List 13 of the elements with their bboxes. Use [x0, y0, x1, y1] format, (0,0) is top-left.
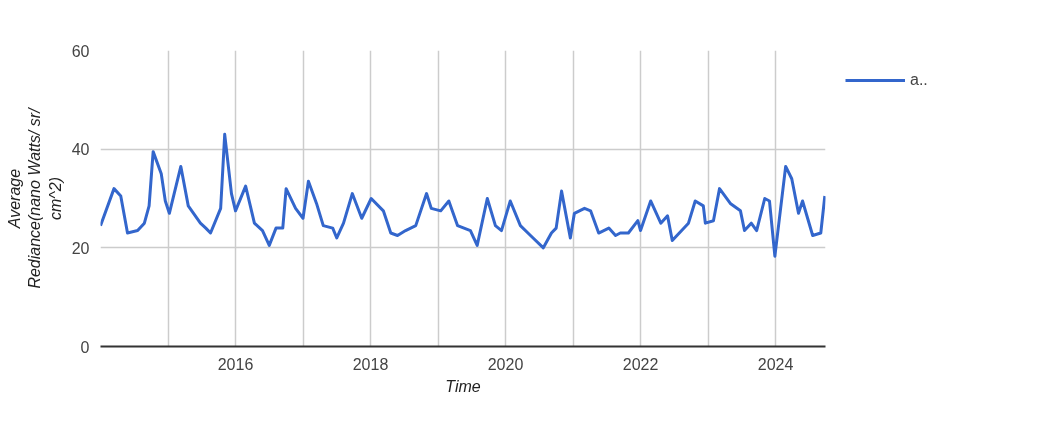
y-axis-title: Average Rediance(nano Watts/ sr/ cm^2) — [5, 106, 64, 289]
y-tick-label: 40 — [71, 141, 90, 159]
y-tick-label: 60 — [71, 42, 90, 60]
line-series — [100, 132, 826, 258]
legend-label: a.. — [910, 71, 929, 89]
y-tick-label: 20 — [71, 239, 90, 257]
x-tick-label: 2022 — [622, 355, 659, 373]
x-tick-label: 2018 — [352, 355, 389, 373]
x-tick-label: 2020 — [487, 355, 524, 373]
x-axis-title: Time — [445, 377, 481, 395]
x-tick-label: 2024 — [757, 355, 794, 373]
x-tick-label: 2016 — [217, 355, 254, 373]
y-tick-label: 0 — [80, 338, 90, 356]
